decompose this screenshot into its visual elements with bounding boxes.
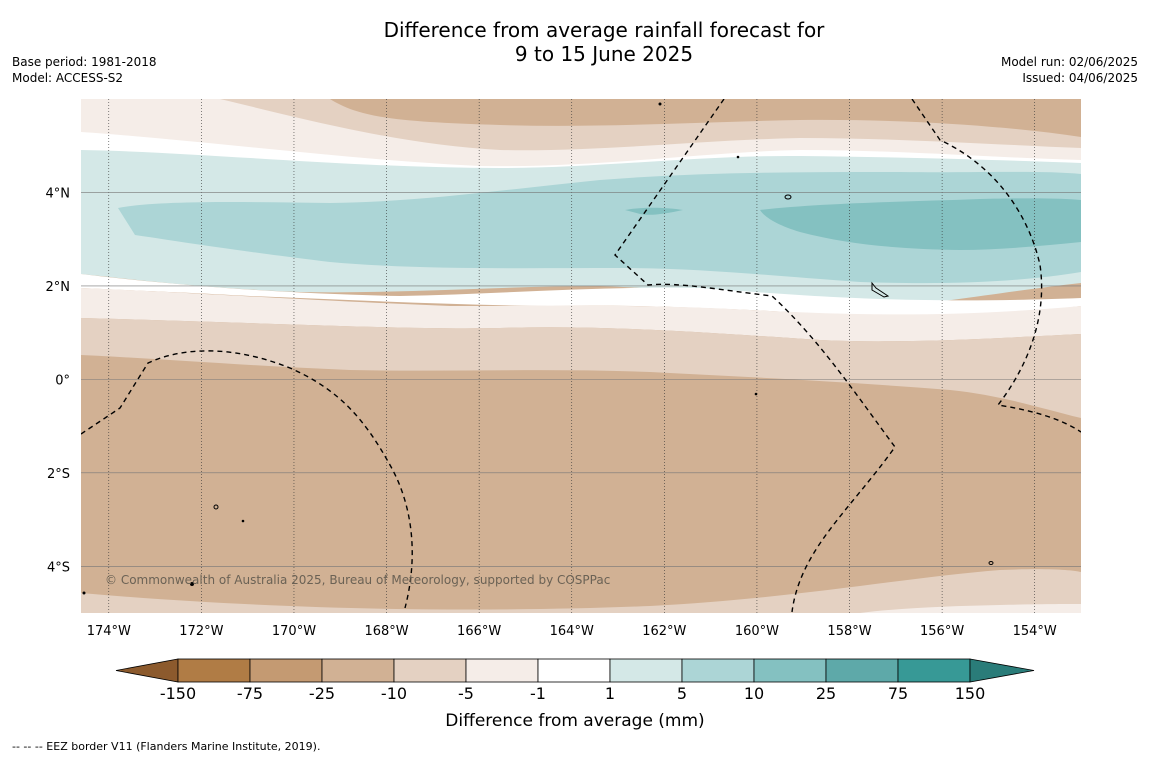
islands xyxy=(82,102,994,595)
colorbar-tick-label: 25 xyxy=(816,684,836,703)
island xyxy=(754,392,758,396)
colorbar-tick-label: -1 xyxy=(530,684,546,703)
island xyxy=(658,102,662,106)
latitude-label: 2°N xyxy=(46,280,71,295)
map-title: Difference from average rainfall forecas… xyxy=(0,18,1150,66)
longitude-label: 168°W xyxy=(364,624,408,639)
colorbar xyxy=(115,658,1035,683)
latitude-label: 2°S xyxy=(47,467,70,482)
longitude-label: 160°W xyxy=(735,624,779,639)
south-band-10-5 xyxy=(81,318,1081,418)
colorbar-swatch xyxy=(753,658,827,683)
south-band-white xyxy=(81,274,1081,317)
colorbar-swatch xyxy=(465,658,539,683)
longitude-labels: 174°W 172°W 170°W 168°W 166°W 164°W 162°W 160°W… xyxy=(87,624,1057,639)
longitude-label: 158°W xyxy=(827,624,871,639)
colorbar-tick-label: 5 xyxy=(677,684,687,703)
island xyxy=(988,561,994,565)
island xyxy=(871,281,890,298)
colorbar-swatch xyxy=(177,658,251,683)
colorbar-swatch xyxy=(249,658,323,683)
eez-border-west xyxy=(81,350,413,609)
grid-lines xyxy=(81,99,1081,613)
model-run-text: Model run: 02/06/2025 xyxy=(1000,55,1138,69)
eez-border-east xyxy=(911,99,1081,433)
bottom-band-10-5 xyxy=(81,569,1081,613)
meta-left: Base period: 1981-2018 Model: ACCESS-S2 xyxy=(12,54,157,86)
colorbar-swatch xyxy=(393,658,467,683)
colorbar-tick-label: -5 xyxy=(458,684,474,703)
eez-border-central xyxy=(614,99,896,613)
longitude-label: 170°W xyxy=(272,624,316,639)
colorbar-swatch xyxy=(825,658,899,683)
island xyxy=(736,155,740,159)
title-line-1: Difference from average rainfall forecas… xyxy=(383,18,825,42)
south-band-5-1 xyxy=(81,288,1081,342)
latitude-label: 0° xyxy=(55,373,70,388)
latitude-label: 4°N xyxy=(46,186,71,201)
island xyxy=(241,519,245,523)
colorbar-swatch xyxy=(897,658,971,683)
colorbar-ticks: -150 -75 -25 -10 -5 -1 1 5 10 25 75 150 xyxy=(160,684,985,703)
latitude-labels: 4°N 2°N 0° 2°S 4°S xyxy=(46,186,71,575)
colorbar-tick-label: -75 xyxy=(237,684,263,703)
island xyxy=(213,504,219,510)
longitude-label: 164°W xyxy=(550,624,594,639)
wet-band-10-25 xyxy=(760,198,1081,250)
colorbar-extend-high xyxy=(969,658,1035,683)
longitude-label: 172°W xyxy=(179,624,223,639)
colorbar-swatch xyxy=(321,658,395,683)
colorbar-tick-label: 10 xyxy=(744,684,764,703)
latitude-label: 4°S xyxy=(47,560,70,575)
wet-spot-10-25 xyxy=(625,207,683,215)
title-line-2: 9 to 15 June 2025 xyxy=(514,42,694,66)
bottom-band-5-1 xyxy=(860,604,1081,613)
island xyxy=(190,582,194,586)
eez-borders xyxy=(81,99,1081,613)
longitude-label: 156°W xyxy=(920,624,964,639)
colorbar-extend-low xyxy=(115,658,179,683)
colorbar-tick-label: -10 xyxy=(381,684,407,703)
longitude-label: 166°W xyxy=(457,624,501,639)
island xyxy=(82,591,86,595)
base-period-text: Base period: 1981-2018 xyxy=(12,55,157,69)
longitude-label: 174°W xyxy=(87,624,131,639)
colorbar-tick-label: 1 xyxy=(605,684,615,703)
wet-band-5-10 xyxy=(118,171,1081,284)
colorbar-title: Difference from average (mm) xyxy=(445,711,704,731)
model-text: Model: ACCESS-S2 xyxy=(12,71,124,85)
eez-border-note: -- -- -- EEZ border V11 (Flanders Marine… xyxy=(12,740,321,753)
issued-text: Issued: 04/06/2025 xyxy=(1022,71,1138,85)
copyright-credit: © Commonwealth of Australia 2025, Bureau… xyxy=(105,573,610,587)
colorbar-swatch xyxy=(609,658,683,683)
map-area: © Commonwealth of Australia 2025, Bureau… xyxy=(81,99,1081,613)
island xyxy=(784,194,792,200)
colorbar-tick-label: 75 xyxy=(888,684,908,703)
colorbar-swatch xyxy=(681,658,755,683)
longitude-label: 162°W xyxy=(642,624,686,639)
colorbar-tick-label: 150 xyxy=(955,684,986,703)
colorbar-tick-label: -25 xyxy=(309,684,335,703)
longitude-label: 154°W xyxy=(1013,624,1057,639)
meta-right: Model run: 02/06/2025 Issued: 04/06/2025 xyxy=(1001,54,1138,86)
colorbar-swatch xyxy=(537,658,611,683)
colorbar-tick-label: -150 xyxy=(160,684,196,703)
